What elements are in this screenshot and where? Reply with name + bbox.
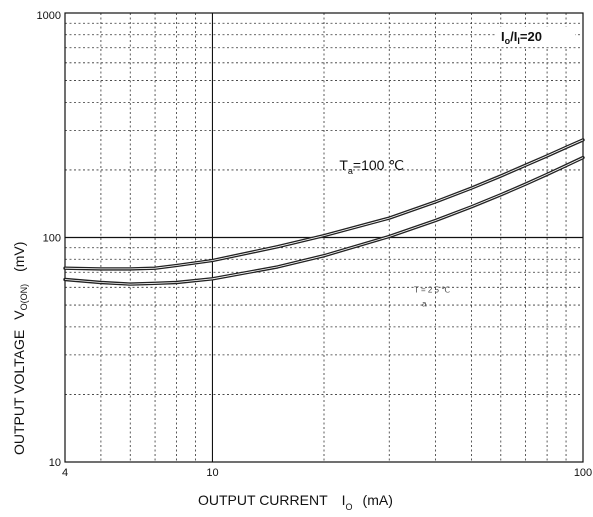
y-axis-title-text: OUTPUT VOLTAGE [11, 330, 27, 455]
annotation-ta-25: T = 2 5 ℃ [414, 285, 450, 294]
y-tick-label: 100 [43, 233, 61, 245]
x-axis-title-text: OUTPUT CURRENT [198, 492, 328, 508]
condition-badge-slash: /I [510, 29, 517, 44]
y-axis-symbol-sub: O(ON) [19, 284, 29, 311]
x-axis-title: OUTPUT CURRENT IO (mA) [198, 492, 393, 512]
grid-lines [65, 13, 583, 462]
annotation-ta-25-sub: a [422, 299, 427, 308]
series-curves [63, 138, 585, 286]
y-tick-label: 10 [49, 457, 61, 469]
plot-frame [64, 12, 584, 463]
condition-badge: Io/II=20 [501, 29, 542, 46]
annotation-ta-100-symbol: T [339, 157, 348, 173]
x-axis-symbol-sub: O [346, 502, 353, 512]
annotation-ta-100: Ta=100 ℃ [339, 157, 404, 176]
condition-badge-io: I [501, 29, 505, 44]
series-line-1-core [64, 139, 584, 270]
y-axis-symbol: V [11, 310, 27, 320]
y-axis-title: OUTPUT VOLTAGE VO(ON) (mV) [11, 242, 29, 455]
x-tick-label: 10 [206, 467, 218, 479]
annotation-ta-100-sub: a [348, 166, 353, 176]
y-axis-unit: (mV) [11, 242, 27, 272]
x-axis-unit: (mA) [363, 492, 393, 508]
x-tick-label: 100 [574, 467, 592, 479]
condition-badge-value: =20 [520, 29, 542, 44]
annotation-ta-25-symbol: T [414, 285, 419, 294]
series-line-1 [63, 138, 585, 271]
condition-badge-ii-sub: I [517, 36, 520, 46]
annotation-ta-25-value: = 2 5 ℃ [421, 285, 450, 294]
x-tick-label: 4 [62, 467, 68, 479]
y-tick-label: 1000 [37, 10, 61, 22]
annotation-ta-100-value: =100 ℃ [353, 157, 404, 173]
condition-badge-io-sub: o [505, 36, 511, 46]
condition-badge-background [497, 27, 575, 47]
reference-lines [65, 13, 583, 462]
series-line-2-core [64, 157, 584, 285]
x-axis-symbol: I [342, 492, 346, 508]
